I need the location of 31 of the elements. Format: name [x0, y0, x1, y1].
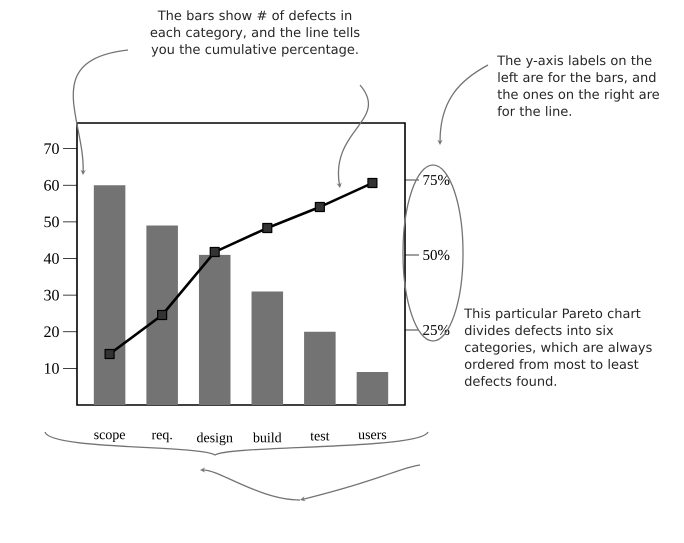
x-tick-label: build: [252, 432, 282, 442]
bar: [94, 185, 126, 405]
y-tick-label: 70: [44, 143, 59, 154]
y-tick-label: 50: [44, 216, 59, 228]
text: This particular Pareto chart divides defects into six categories, which are always ordered from most to least defects found.: [464, 308, 652, 386]
point: [367, 178, 378, 188]
point: [262, 222, 272, 234]
x-tick-label: req.: [152, 432, 172, 442]
bar: [304, 332, 336, 405]
y2-tick-label: 50%: [423, 250, 450, 260]
point: [104, 348, 115, 360]
y-tick-label: 40: [44, 253, 59, 264]
y2-tick-label: 25%: [423, 324, 450, 336]
text: The bars show # of defects in each category, and the line tells you the cumulative percentage.: [150, 10, 360, 57]
point: [157, 310, 168, 320]
y-tick-label: 30: [44, 290, 59, 301]
point: [210, 246, 220, 258]
text: The y-axis labels on the left are for the bars, and the ones on the right are for the line.: [497, 55, 659, 116]
y-tick-label: 20: [44, 326, 59, 338]
bar: [146, 226, 178, 405]
x-tick-label: scope: [94, 432, 125, 442]
point: [314, 202, 325, 212]
bar: [356, 372, 388, 405]
x-tick-label: test: [310, 432, 330, 441]
y-tick-label: 10: [44, 363, 59, 374]
bar: [252, 291, 284, 405]
bar: [198, 254, 230, 405]
y-tick-label: 60: [44, 180, 59, 191]
y2-tick-label: 75%: [424, 174, 450, 186]
x-tick-label: users: [358, 432, 386, 440]
x-tick-label: design: [197, 432, 233, 446]
